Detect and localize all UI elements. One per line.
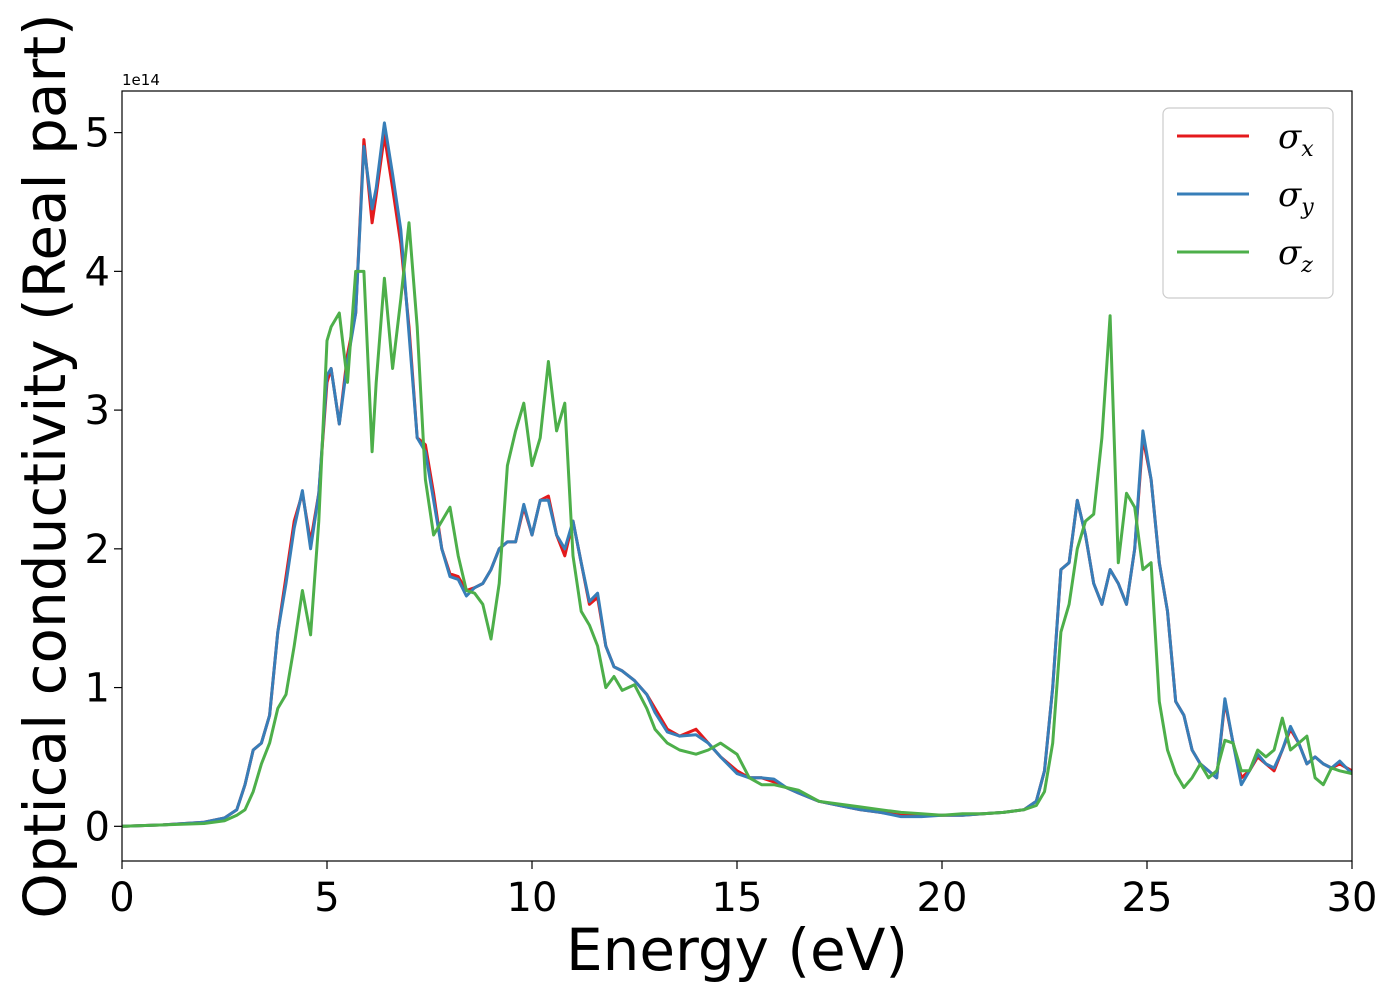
y-tick-label: 1: [85, 666, 110, 712]
x-tick-label: 5: [314, 875, 339, 921]
series-line-z: [122, 221, 1352, 828]
legend-subscript: z: [1300, 253, 1313, 278]
x-tick-label: 15: [712, 875, 763, 921]
legend-subscript: x: [1301, 137, 1314, 162]
y-axis-label: Optical conductivity (Real part): [11, 13, 79, 918]
legend-symbol: σ: [1278, 233, 1302, 273]
series-line-y: [122, 121, 1352, 828]
legend-symbol: σ: [1278, 175, 1302, 215]
y-tick-label: 2: [85, 527, 110, 573]
x-tick-label: 25: [1122, 875, 1173, 921]
legend-label-z: σz: [1278, 233, 1313, 278]
y-tick-label: 4: [85, 249, 110, 295]
y-tick-label: 0: [85, 804, 110, 850]
legend-label-y: σy: [1278, 175, 1314, 220]
legend-subscript: y: [1300, 195, 1314, 220]
legend-symbol: σ: [1278, 117, 1302, 157]
x-tick-label: 10: [507, 875, 558, 921]
x-tick-label: 30: [1327, 875, 1378, 921]
y-tick-label: 5: [85, 111, 110, 157]
legend-label-x: σx: [1278, 117, 1314, 162]
x-tick-label: 0: [109, 875, 134, 921]
x-tick-label: 20: [917, 875, 968, 921]
y-tick-label: 3: [85, 388, 110, 434]
x-axis-label: Energy (eV): [566, 916, 908, 984]
x-axis: 0 5 10 15 20 25 30: [109, 861, 1377, 921]
y-offset-label: 1e14: [122, 71, 160, 89]
y-axis: 0 1 2 3 4 5: [85, 111, 122, 850]
series-layer: [122, 121, 1352, 828]
